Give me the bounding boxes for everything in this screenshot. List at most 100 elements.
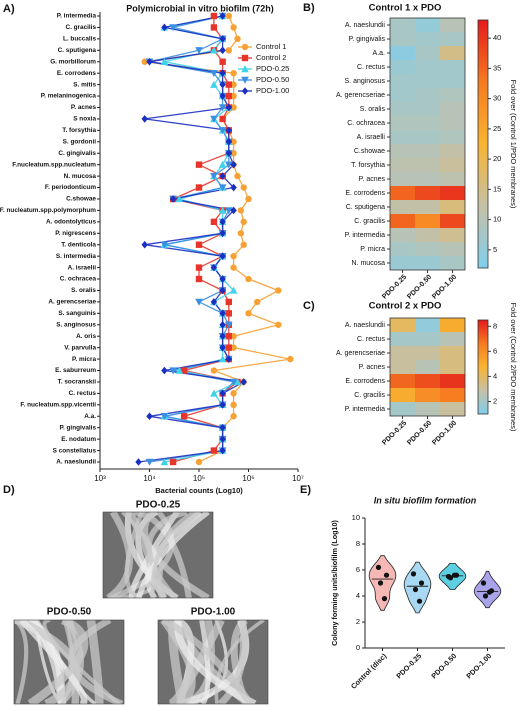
data-point: [210, 46, 218, 54]
data-point: [225, 126, 233, 135]
data-point: [245, 195, 252, 203]
data-point: [219, 446, 226, 455]
y-tick-label: S. sanguinis: [58, 310, 96, 317]
chart-title: Polymicrobial in vitro biofilm (72h): [126, 3, 274, 13]
sem-frame: [157, 619, 269, 705]
panel-label: D): [3, 484, 15, 496]
column-label: PDO-0.50: [406, 420, 433, 447]
data-point: [377, 580, 384, 586]
y-tick-label: E. saburreum: [55, 367, 96, 374]
data-point: [237, 207, 245, 214]
y-tick-label: C. gracilis: [65, 24, 96, 31]
x-tick-label: 10³: [94, 474, 106, 483]
data-point: [218, 184, 227, 192]
data-point: [225, 103, 233, 112]
y-tick-label: S. oralis: [71, 287, 96, 294]
heatmap-cell: [390, 32, 415, 46]
heatmap-cell: [390, 318, 415, 332]
data-point: [219, 58, 226, 65]
data-point: [219, 435, 226, 443]
data-point: [219, 218, 226, 226]
column-label: PDO-0.50: [406, 274, 433, 301]
heatmap-cell: [390, 74, 415, 88]
heatmap-cell: [440, 228, 465, 242]
y-tick-label: S. intermedia: [56, 253, 97, 260]
data-point: [230, 206, 237, 215]
y-tick-label: A.a.: [84, 413, 96, 420]
series-line: [138, 15, 246, 463]
data-point: [145, 458, 154, 466]
sem-fiber: [86, 620, 104, 704]
heatmap-cell: [390, 214, 415, 228]
data-point: [219, 275, 226, 283]
heatmap-cell: [390, 158, 415, 172]
y-tick-label: F. periodonticum: [45, 184, 96, 191]
data-point: [233, 378, 242, 386]
legend-label: PDO-0.25: [256, 64, 289, 73]
column-label: PDO-1.00: [431, 274, 458, 301]
data-point: [219, 80, 226, 89]
y-tick-label: S constellatus: [53, 447, 97, 454]
data-point: [225, 92, 233, 100]
row-label: C.showae: [354, 148, 385, 155]
y-tick-label: E. corrodens: [57, 70, 97, 77]
colorbar-tick-label: 8: [493, 321, 497, 330]
row-label: C. gracilis: [354, 392, 385, 399]
heatmap-cell: [415, 46, 440, 60]
data-point: [210, 298, 218, 306]
heatmap-cell: [390, 360, 415, 374]
data-point: [410, 571, 417, 577]
data-point: [169, 367, 177, 375]
colorbar-tick-label: 35: [493, 63, 501, 72]
heatmap-cell: [390, 102, 415, 116]
data-point: [225, 81, 233, 88]
row-label: S. oralis: [360, 106, 386, 113]
heatmap-cell: [390, 228, 415, 242]
y-tick-label: 0: [356, 643, 360, 652]
legend-label: PDO-0.50: [256, 75, 289, 84]
heatmap-cell: [390, 332, 415, 346]
y-tick-label: C. sputigena: [58, 47, 97, 54]
heatmap-cell: [390, 374, 415, 388]
heatmap-cell: [440, 346, 465, 360]
heatmap-cell: [440, 116, 465, 130]
heatmap-cell: [440, 186, 465, 200]
sem-fiber: [136, 512, 210, 598]
data-point: [254, 298, 261, 306]
data-point: [229, 378, 238, 386]
data-point: [230, 264, 237, 271]
data-point: [210, 367, 218, 374]
heatmap-cell: [415, 242, 440, 256]
chart-title: Control 2 x PDO: [369, 301, 442, 312]
data-point: [218, 206, 227, 214]
heatmap-cell: [415, 374, 440, 388]
data-point: [412, 586, 419, 593]
y-tick-label: A. israelii: [68, 264, 97, 271]
column-label: PDO-0.25: [381, 420, 408, 447]
x-tick-label: Control (disc): [349, 651, 389, 691]
y-tick-label: C.showae: [66, 196, 96, 203]
data-point: [486, 589, 493, 595]
y-tick-label: P. micra: [72, 356, 96, 363]
heatmap-cell: [390, 256, 415, 270]
legend-label: PDO-1.00: [256, 86, 289, 95]
row-label: E. corrodens: [345, 190, 385, 197]
data-point: [219, 252, 226, 260]
data-point: [218, 104, 227, 112]
x-tick-label: PDO-0.50: [429, 651, 458, 680]
row-label: C. sputigena: [346, 204, 385, 211]
violin: [473, 570, 502, 609]
row-label: A. israelli: [357, 134, 386, 141]
heatmap-cell: [415, 18, 440, 32]
data-point: [245, 275, 252, 283]
heatmap-cell: [415, 200, 440, 214]
y-tick-label: P. acnes: [71, 104, 97, 111]
data-point: [418, 580, 425, 586]
heatmap-cell: [415, 130, 440, 144]
data-point: [451, 572, 458, 578]
heatmap-cell: [440, 172, 465, 186]
heatmap-cell: [415, 186, 440, 200]
sem-fiber: [27, 620, 89, 704]
